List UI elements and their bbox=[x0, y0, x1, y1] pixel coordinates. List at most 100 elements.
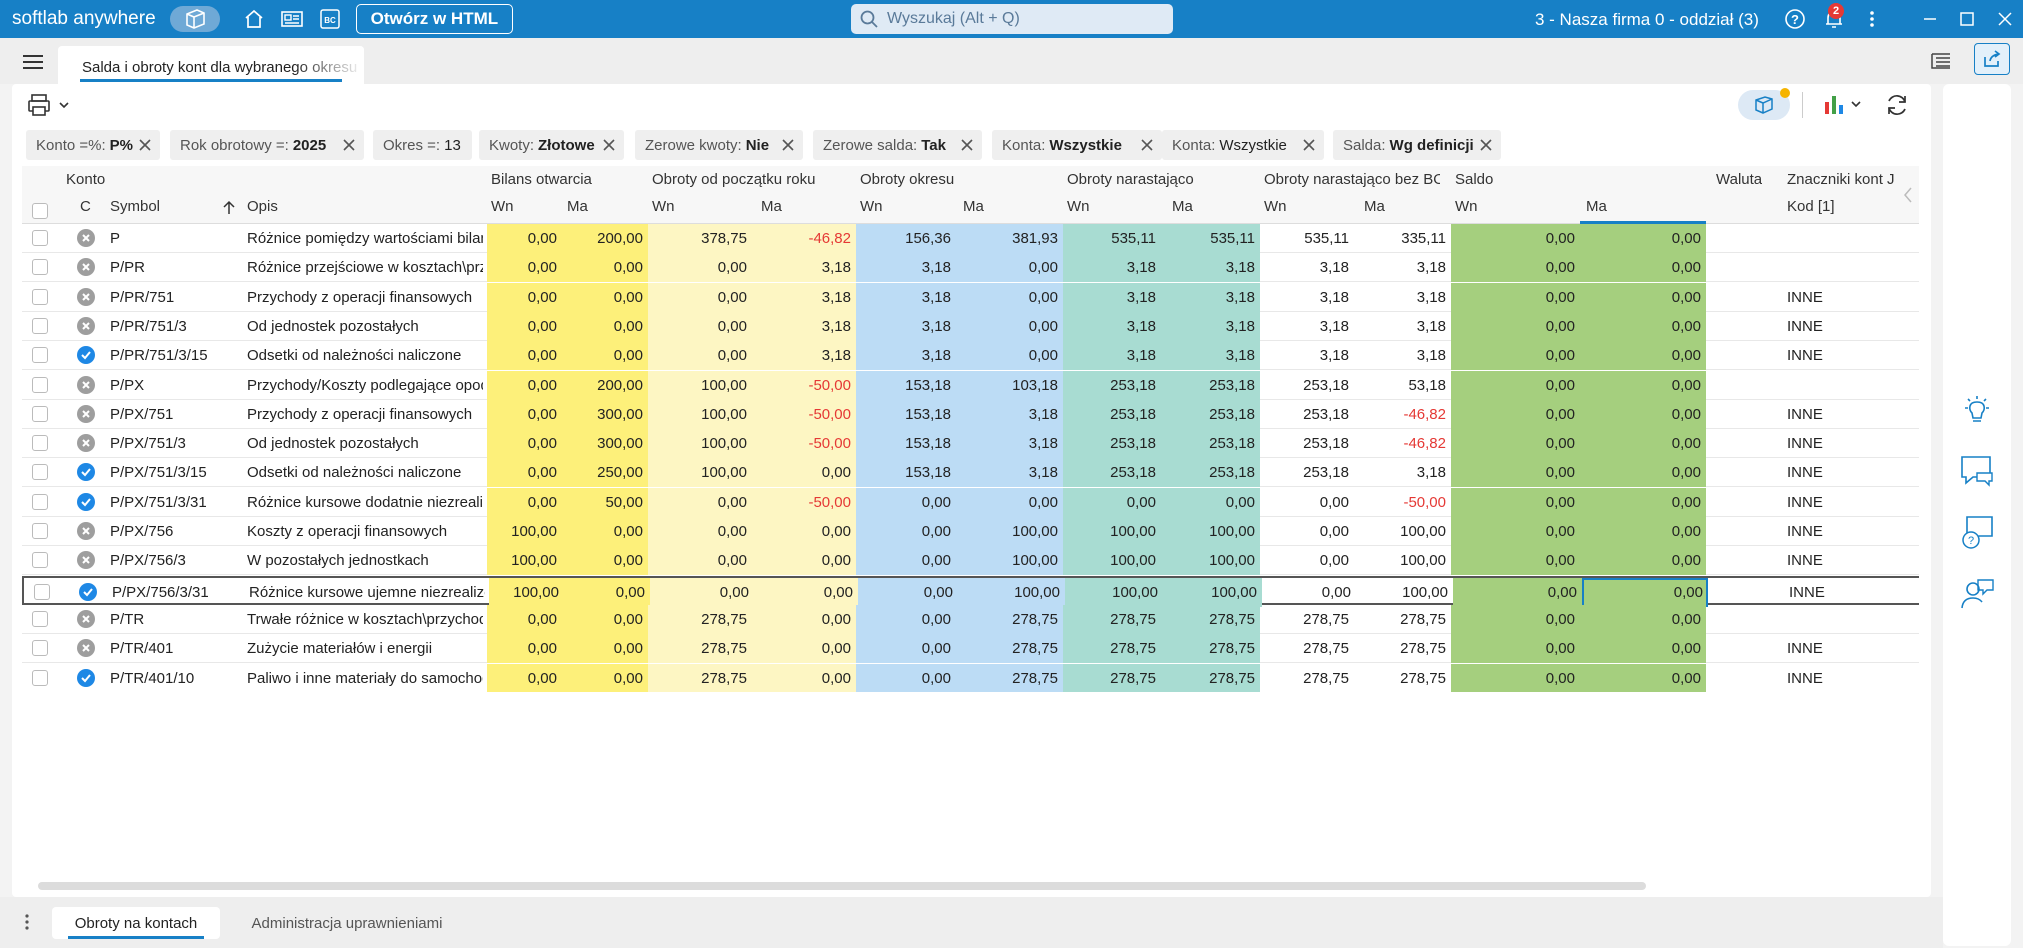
cell-s-wn[interactable]: 0,00 bbox=[1451, 458, 1580, 488]
cell-nb-ma[interactable]: 3,18 bbox=[1416, 464, 1446, 482]
horizontal-scrollbar[interactable] bbox=[38, 882, 1646, 890]
cell-nb-ma[interactable]: 278,75 bbox=[1400, 610, 1446, 628]
cell-s-wn[interactable]: 0,00 bbox=[1451, 546, 1580, 576]
cell-kod[interactable]: INNE bbox=[1787, 435, 1823, 453]
cell-n-ma[interactable]: 100,00 bbox=[1163, 577, 1262, 607]
cell-symbol[interactable]: P/PX/751/3/31 bbox=[110, 493, 207, 511]
table-row[interactable]: P/TR/401 Zużycie materiałów i energii 0,00… bbox=[22, 634, 1919, 664]
table-row[interactable]: P/TR/401/10 Paliwo i inne materiały do sa… bbox=[22, 663, 1919, 692]
cell-s-ma[interactable]: 0,00 bbox=[1580, 341, 1706, 371]
cell-nb-ma[interactable]: 278,75 bbox=[1400, 669, 1446, 687]
row-checkbox[interactable] bbox=[32, 230, 48, 246]
cell-s-wn[interactable]: 0,00 bbox=[1451, 634, 1580, 664]
close-icon[interactable] bbox=[779, 136, 797, 154]
cell-op-wn[interactable]: 100,00 bbox=[648, 429, 752, 459]
row-checkbox[interactable] bbox=[32, 669, 48, 686]
cell-opis[interactable]: Koszty z operacji finansowych bbox=[247, 523, 448, 540]
table-row[interactable]: P/PX/751/3 Od jednostek pozostałych 0,00 30… bbox=[22, 429, 1919, 459]
cell-n-wn[interactable]: 100,00 bbox=[1063, 517, 1161, 546]
cell-bo-ma[interactable]: 0,00 bbox=[562, 663, 648, 692]
hamburger-icon[interactable] bbox=[22, 53, 44, 76]
cell-ok-ma[interactable]: 278,75 bbox=[956, 663, 1063, 692]
cell-kod[interactable] bbox=[1787, 224, 1897, 253]
cell-bo-wn[interactable]: 100,00 bbox=[489, 577, 564, 607]
close-icon[interactable] bbox=[1993, 7, 2017, 31]
cell-symbol[interactable]: P/TR/401/10 bbox=[110, 669, 195, 687]
cell-n-ma[interactable]: 253,18 bbox=[1161, 458, 1260, 488]
cell-s-ma[interactable]: 0,00 bbox=[1580, 224, 1706, 253]
cell-ok-wn[interactable]: 153,18 bbox=[856, 370, 956, 400]
cell-kod[interactable]: INNE bbox=[1787, 464, 1823, 482]
cell-ok-ma[interactable]: 3,18 bbox=[956, 429, 1063, 459]
cell-bo-wn[interactable]: 0,00 bbox=[487, 458, 562, 488]
cell-nb-wn[interactable]: 253,18 bbox=[1303, 376, 1349, 394]
cell-op-wn[interactable]: 278,75 bbox=[648, 604, 752, 634]
cell-symbol[interactable]: P/PR/751/3/15 bbox=[110, 347, 208, 365]
cell-bo-wn[interactable]: 0,00 bbox=[487, 282, 562, 312]
cell-opis[interactable]: Różnice przejściowe w kosztach\przychoda… bbox=[247, 259, 483, 277]
header-n-ma[interactable]: Ma bbox=[1172, 198, 1193, 215]
cell-n-ma[interactable]: 0,00 bbox=[1161, 487, 1260, 517]
cell-s-ma[interactable]: 0,00 bbox=[1580, 429, 1706, 459]
header-nb-wn[interactable]: Wn bbox=[1264, 198, 1287, 215]
cell-opis[interactable]: Przychody z operacji finansowych bbox=[247, 405, 473, 423]
row-checkbox[interactable] bbox=[32, 288, 48, 305]
close-icon[interactable] bbox=[1477, 136, 1495, 154]
news-icon[interactable] bbox=[280, 7, 304, 31]
maximize-icon[interactable] bbox=[1955, 7, 1979, 31]
cell-nb-ma[interactable]: 3,18 bbox=[1416, 259, 1446, 277]
cell-s-ma[interactable]: 0,00 bbox=[1580, 311, 1706, 341]
close-icon[interactable] bbox=[958, 136, 976, 154]
row-checkbox[interactable] bbox=[32, 317, 48, 334]
close-icon[interactable] bbox=[340, 136, 358, 154]
table-row[interactable]: P/PR/751/3/15 Odsetki od należności nalic… bbox=[22, 341, 1919, 371]
filter-chip[interactable]: Zerowe salda: Tak bbox=[813, 130, 982, 160]
cell-s-wn[interactable]: 0,00 bbox=[1451, 604, 1580, 634]
table-row[interactable]: P/PX Przychody/Koszty podlegające opodatk… bbox=[22, 370, 1919, 400]
cell-opis[interactable]: Różnice kursowe ujemne niezrealizowane bbox=[249, 583, 485, 601]
cell-op-wn[interactable]: 100,00 bbox=[648, 370, 752, 400]
cell-op-wn[interactable]: 0,00 bbox=[648, 311, 752, 341]
cell-symbol[interactable]: P/PX bbox=[110, 376, 145, 394]
cell-ok-wn[interactable]: 3,18 bbox=[856, 341, 956, 371]
tab-administracja[interactable]: Administracja uprawnieniami bbox=[251, 914, 443, 932]
cell-symbol[interactable]: P/TR/401 bbox=[110, 640, 174, 658]
filter-chip[interactable]: Salda: Wg definicji bbox=[1333, 130, 1501, 160]
cell-kod[interactable]: INNE bbox=[1787, 493, 1823, 511]
cell-op-wn[interactable]: 278,75 bbox=[648, 663, 752, 692]
header-c[interactable]: C bbox=[80, 198, 91, 215]
firm-selector[interactable]: 3 - Nasza firma 0 - oddział (3) bbox=[1535, 10, 1759, 29]
cell-n-wn[interactable]: 3,18 bbox=[1063, 282, 1161, 312]
tab-salda-i-obroty[interactable]: Salda i obroty kont dla wybranego okresu bbox=[58, 46, 364, 84]
cell-nb-ma[interactable]: -50,00 bbox=[1403, 493, 1446, 511]
cell-op-ma[interactable]: 0,00 bbox=[752, 546, 856, 576]
cell-ok-ma[interactable]: 100,00 bbox=[956, 517, 1063, 546]
print-button[interactable] bbox=[26, 92, 70, 118]
cell-nb-wn[interactable]: 3,18 bbox=[1319, 259, 1349, 277]
cell-nb-ma[interactable]: 3,18 bbox=[1416, 288, 1446, 306]
cell-s-ma[interactable]: 0,00 bbox=[1580, 546, 1706, 576]
cell-op-ma[interactable]: 0,00 bbox=[752, 663, 856, 692]
cell-nb-ma[interactable]: -46,82 bbox=[1403, 435, 1446, 453]
row-checkbox[interactable] bbox=[32, 405, 48, 422]
cell-kod[interactable] bbox=[1787, 605, 1897, 634]
row-checkbox[interactable] bbox=[34, 583, 50, 600]
cell-bo-ma[interactable]: 0,00 bbox=[562, 546, 648, 576]
cell-bo-wn[interactable]: 0,00 bbox=[487, 399, 562, 429]
cell-symbol[interactable]: P/PX/751/3 bbox=[110, 435, 186, 453]
cell-ok-ma[interactable]: 381,93 bbox=[956, 224, 1063, 253]
cell-symbol[interactable]: P/PR/751/3 bbox=[110, 317, 187, 335]
home-icon[interactable] bbox=[242, 7, 266, 31]
cell-ok-wn[interactable]: 0,00 bbox=[856, 604, 956, 634]
cell-s-wn[interactable]: 0,00 bbox=[1451, 487, 1580, 517]
cell-s-ma[interactable]: 0,00 bbox=[1580, 458, 1706, 488]
cell-nb-wn[interactable]: 3,18 bbox=[1319, 347, 1349, 365]
cell-s-ma[interactable]: 0,00 bbox=[1580, 663, 1706, 692]
table-row[interactable]: P/PR Różnice przejściowe w kosztach\przyc… bbox=[22, 253, 1919, 283]
cell-symbol[interactable]: P/PX/751/3/15 bbox=[110, 464, 207, 482]
cell-bo-ma[interactable]: 0,00 bbox=[562, 282, 648, 312]
cell-n-ma[interactable]: 253,18 bbox=[1161, 429, 1260, 459]
cell-kod[interactable] bbox=[1787, 253, 1897, 282]
cell-op-wn[interactable]: 0,00 bbox=[648, 517, 752, 546]
cell-nb-ma[interactable]: 100,00 bbox=[1402, 583, 1448, 601]
